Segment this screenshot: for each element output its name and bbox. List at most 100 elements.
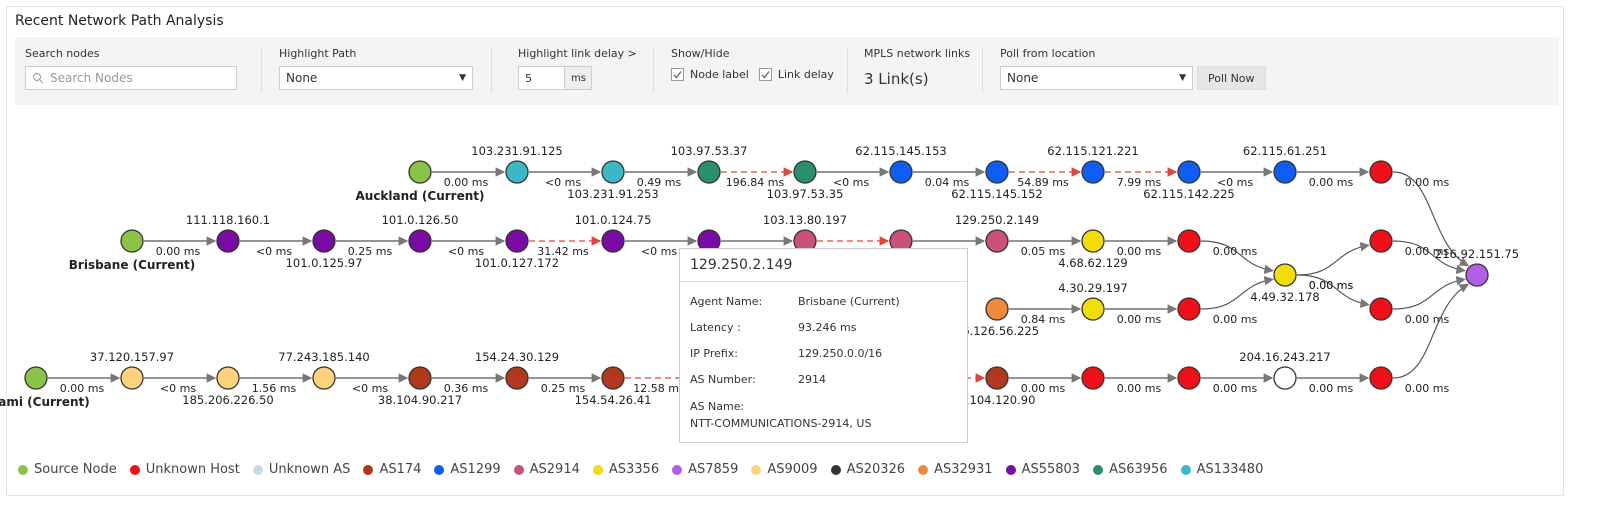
link — [1392, 240, 1466, 275]
value: None — [286, 71, 318, 85]
link-delay: 0.00 ms — [1405, 313, 1450, 326]
legend-dot — [434, 464, 445, 475]
poll-group: Poll from location None ▼ Poll Now — [1000, 47, 1266, 90]
legend-dot — [672, 464, 683, 475]
tooltip-key: AS Number: — [690, 372, 756, 386]
node — [408, 160, 432, 184]
node — [1273, 366, 1297, 390]
node-label: 185.206.226.50 — [182, 393, 273, 407]
legend-dot — [1093, 464, 1104, 475]
node-label: 4.49.32.178 — [1250, 290, 1320, 304]
legend-dot — [513, 464, 524, 475]
search-icon — [33, 73, 44, 84]
node — [1369, 366, 1393, 390]
link-delay: 0.05 ms — [1021, 245, 1066, 258]
legend-item: Unknown Host — [129, 462, 240, 477]
link-delay: 0.00 ms — [156, 245, 201, 258]
node-label: 103.97.53.37 — [671, 144, 748, 158]
link-delay: 0.00 ms — [1405, 245, 1450, 258]
label: Search nodes — [25, 47, 100, 60]
link-delay: 0.00 ms — [1117, 382, 1162, 395]
node-label: 38.104.90.217 — [378, 393, 462, 407]
legend-item: AS1299 — [434, 462, 501, 477]
link — [1392, 275, 1466, 310]
label: Highlight Path — [279, 47, 357, 60]
checkbox-label: Link delay — [777, 68, 834, 81]
poll-button[interactable]: Poll Now — [1197, 66, 1266, 90]
node — [985, 160, 1009, 184]
poll-select[interactable]: None ▼ — [1000, 66, 1193, 90]
link — [1392, 171, 1470, 267]
link-delay: 0.00 ms — [1405, 176, 1450, 189]
node — [889, 160, 913, 184]
node — [312, 229, 336, 253]
link — [1296, 241, 1370, 276]
node — [1273, 160, 1297, 184]
legend-item: AS2914 — [513, 462, 580, 477]
checkbox-box — [671, 68, 684, 81]
label: Poll from location — [1000, 47, 1096, 60]
link-delay: 54.89 ms — [1017, 176, 1069, 189]
mpls-group: MPLS network links 3 Link(s) — [864, 47, 970, 88]
tooltip-value: NTT-COMMUNICATIONS-2914, US — [690, 417, 872, 430]
node — [985, 366, 1009, 390]
node — [120, 229, 144, 253]
link-delay: <0 ms — [448, 245, 484, 258]
legend-dot — [592, 464, 603, 475]
tooltip-key: Latency : — [690, 320, 741, 334]
search-group: Search nodes Search Nodes — [25, 47, 237, 90]
legend-label: AS20326 — [846, 462, 906, 477]
node-label: 77.243.185.140 — [278, 350, 369, 364]
node-label: 103.231.91.125 — [471, 144, 562, 158]
link — [1200, 240, 1274, 275]
legend-label: AS32931 — [934, 462, 993, 477]
legend-dot — [252, 464, 263, 475]
label: Highlight link delay > — [518, 47, 637, 60]
node-label: 154.24.30.129 — [475, 350, 559, 364]
node — [793, 160, 817, 184]
link-delay: <0 ms — [256, 245, 292, 258]
tooltip-key: AS Name: — [690, 400, 745, 413]
node — [1081, 229, 1105, 253]
node-label: 216.92.151.75 — [1435, 247, 1519, 261]
tooltip-value: 129.250.0.0/16 — [798, 346, 883, 360]
node-label: 103.231.91.253 — [567, 187, 658, 201]
node-label: 4.30.29.197 — [1058, 281, 1128, 295]
legend-item: AS3356 — [592, 462, 659, 477]
tooltip-key: IP Prefix: — [690, 346, 739, 360]
tooltip-row: Agent Name: Brisbane (Current) — [680, 288, 967, 314]
legend-label: AS9009 — [767, 462, 818, 477]
node-label: 101.0.126.50 — [382, 213, 459, 227]
node — [1081, 297, 1105, 321]
legend-dot — [830, 464, 841, 475]
legend-item: AS133480 — [1180, 462, 1263, 477]
node-label: 37.120.157.97 — [90, 350, 174, 364]
highlight-path-select[interactable]: None ▼ — [279, 66, 473, 90]
legend-label: Unknown Host — [145, 462, 240, 477]
source-label: Auckland (Current) — [355, 189, 484, 203]
node — [216, 229, 240, 253]
delay-input[interactable]: 5 — [518, 66, 565, 90]
link-delay: 196.84 ms — [726, 176, 785, 189]
legend-dot — [1180, 464, 1191, 475]
legend-label: AS63956 — [1109, 462, 1168, 477]
legend-dot — [18, 464, 28, 475]
legend-item: Unknown AS — [252, 462, 350, 477]
link-delay: <0 ms — [545, 176, 581, 189]
node — [985, 297, 1009, 321]
legend-label: AS1299 — [450, 462, 501, 477]
node-label: 8.104.120.90 — [959, 393, 1036, 407]
node — [505, 229, 529, 253]
node-label: 16.126.56.225 — [955, 324, 1039, 338]
link-delay: <0 ms — [352, 382, 388, 395]
link-delay: 0.00 ms — [1309, 176, 1354, 189]
checkbox-label: Node label — [690, 68, 749, 81]
node-label: 103.97.53.35 — [767, 187, 844, 201]
legend: Source Node Unknown Host Unknown AS AS174 AS… — [18, 462, 1276, 477]
checkbox[interactable]: Node label — [671, 68, 749, 81]
legend-label: AS174 — [379, 462, 422, 477]
search-input[interactable]: Search Nodes — [25, 66, 237, 90]
toolbar: Search nodes Search Nodes Highlight Path… — [15, 37, 1559, 105]
checkbox[interactable]: Link delay — [758, 68, 834, 81]
